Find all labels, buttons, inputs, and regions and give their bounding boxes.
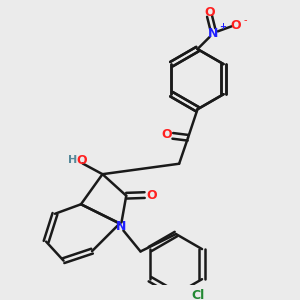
Text: N: N xyxy=(208,27,218,40)
Text: O: O xyxy=(146,189,157,202)
Text: N: N xyxy=(116,220,127,233)
Text: O: O xyxy=(204,6,215,19)
Text: H: H xyxy=(68,155,77,165)
Text: O: O xyxy=(230,19,241,32)
Text: O: O xyxy=(76,154,87,167)
Text: O: O xyxy=(161,128,172,141)
Text: -: - xyxy=(244,15,247,25)
Text: +: + xyxy=(219,22,226,32)
Text: Cl: Cl xyxy=(191,289,204,300)
